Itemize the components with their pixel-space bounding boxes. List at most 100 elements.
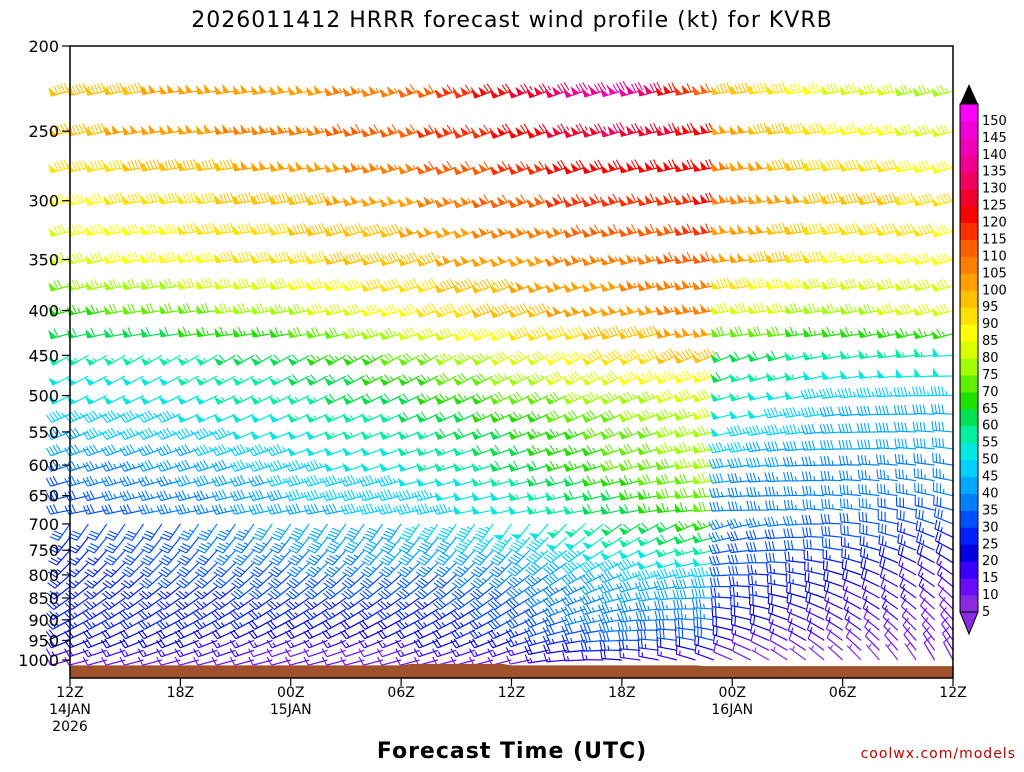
wind-barb xyxy=(842,548,861,563)
wind-barb xyxy=(85,194,106,206)
wind-barb xyxy=(786,573,805,587)
wind-barb xyxy=(655,611,677,620)
wind-barb xyxy=(564,537,585,550)
wind-barb xyxy=(141,303,162,313)
wind-barb xyxy=(121,587,144,599)
wind-barb xyxy=(380,550,401,565)
wind-barb xyxy=(250,396,272,405)
wind-barb xyxy=(840,223,861,235)
wind-barb xyxy=(876,223,897,235)
wind-barb xyxy=(876,160,897,172)
wind-barb xyxy=(159,279,180,289)
wind-barb xyxy=(545,429,567,439)
wind-barb xyxy=(692,426,714,437)
wind-barb xyxy=(139,587,162,599)
wind-barb xyxy=(233,223,254,235)
wind-barb xyxy=(159,252,180,263)
wind-barb xyxy=(931,279,953,291)
wind-barb xyxy=(711,303,732,314)
wind-barb xyxy=(711,161,732,171)
wind-barb xyxy=(287,414,309,422)
wind-barb xyxy=(435,463,457,472)
wind-barb xyxy=(84,575,106,588)
wind-barb xyxy=(435,478,457,487)
wind-barb xyxy=(85,305,106,315)
wind-barb xyxy=(269,251,290,263)
wind-barb xyxy=(822,499,843,510)
wind-barb xyxy=(214,251,235,262)
wind-barb xyxy=(619,194,641,206)
x-axis-label: Forecast Time (UTC) xyxy=(377,739,647,764)
wind-barb xyxy=(489,575,511,588)
wind-barb xyxy=(674,224,695,236)
wind-barb xyxy=(840,327,861,337)
y-tick-label: 200 xyxy=(28,37,59,56)
wind-barb xyxy=(600,224,622,236)
wind-barb xyxy=(826,620,842,640)
wind-barb xyxy=(416,412,438,423)
wind-barb xyxy=(196,252,217,263)
wind-barb xyxy=(637,371,659,385)
wind-barb xyxy=(251,223,272,235)
wind-barb xyxy=(770,623,788,641)
wind-barb xyxy=(600,254,622,265)
colorbar-segment xyxy=(960,223,978,240)
wind-barb xyxy=(637,490,658,500)
wind-barb xyxy=(398,196,420,207)
wind-barb xyxy=(711,124,732,134)
wind-barb xyxy=(360,587,383,599)
wind-barb xyxy=(251,303,272,313)
wind-barb xyxy=(730,587,751,598)
wind-barb xyxy=(286,587,309,599)
wind-barb xyxy=(141,252,162,263)
wind-barb xyxy=(785,83,806,94)
wind-barb xyxy=(619,254,641,265)
wind-barb xyxy=(379,575,401,588)
wind-barb xyxy=(932,404,953,414)
wind-barb xyxy=(877,349,898,358)
wind-barb xyxy=(343,124,365,136)
wind-barb xyxy=(507,563,529,576)
wind-barb xyxy=(674,558,696,567)
wind-barb xyxy=(471,412,493,423)
colorbar-label: 50 xyxy=(982,453,999,468)
wind-barb xyxy=(434,373,456,385)
wind-barb xyxy=(637,194,659,206)
colorbar-segment xyxy=(960,290,978,307)
wind-barb xyxy=(488,630,512,639)
wind-barb xyxy=(931,304,953,316)
colorbar-label: 85 xyxy=(982,334,999,349)
wind-barb xyxy=(618,349,640,365)
wind-barb xyxy=(840,370,861,379)
wind-barb xyxy=(914,453,935,465)
wind-barb xyxy=(564,490,586,500)
wind-barb xyxy=(619,305,641,316)
wind-barb xyxy=(471,429,493,439)
wind-barb xyxy=(803,83,824,94)
wind-barb xyxy=(638,503,659,513)
wind-barb xyxy=(526,351,548,365)
wind-barb xyxy=(913,161,935,173)
wind-barb xyxy=(895,454,916,465)
wind-barb xyxy=(903,618,916,640)
wind-barb xyxy=(618,631,640,640)
wind-barb xyxy=(876,279,897,291)
wind-barb xyxy=(379,278,401,291)
wind-barb xyxy=(269,278,290,289)
wind-barb xyxy=(508,550,530,564)
wind-barb xyxy=(840,304,861,315)
wind-barb xyxy=(619,280,641,291)
credit-link[interactable]: coolwx.com/models xyxy=(861,746,1016,762)
wind-barb xyxy=(672,568,695,578)
colorbar-label: 95 xyxy=(982,300,999,315)
colorbar-segment xyxy=(960,527,978,544)
wind-barb xyxy=(600,194,622,206)
wind-barb xyxy=(860,524,880,537)
wind-barb xyxy=(711,327,732,337)
colorbar-label: 90 xyxy=(982,317,999,332)
wind-barb xyxy=(711,588,732,598)
wind-barb xyxy=(414,490,438,501)
wind-barb xyxy=(692,599,713,609)
wind-barb xyxy=(508,392,530,404)
